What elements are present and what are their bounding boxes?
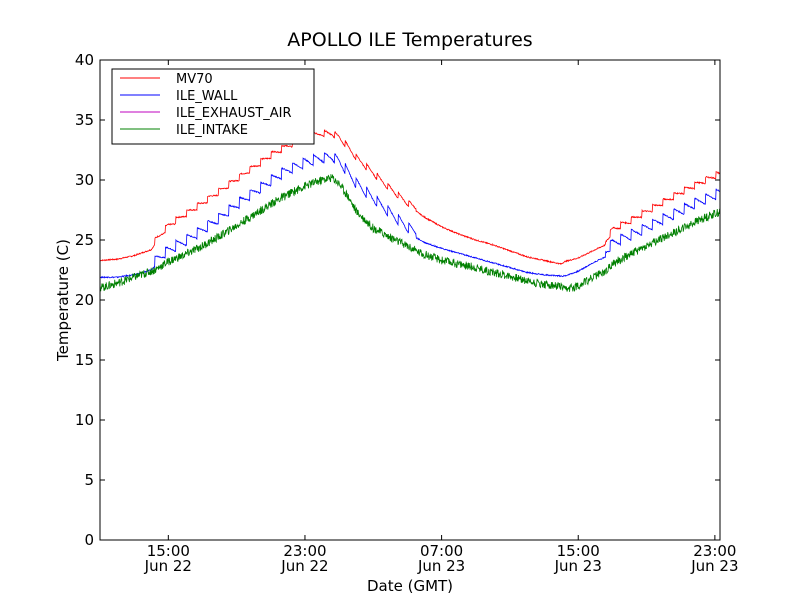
x-tick-label-time: 07:00 [420, 542, 463, 560]
legend: MV70 ILE_WALL ILE_EXHAUST_AIR ILE_INTAKE [111, 68, 315, 145]
x-tick-label-date: Jun 22 [280, 557, 328, 575]
chart-title: APOLLO ILE Temperatures [287, 29, 532, 51]
x-tick-label-time: 23:00 [283, 542, 326, 560]
y-tick-label: 0 [84, 531, 94, 549]
series-line-ile-intake [99, 174, 721, 292]
y-tick-label: 30 [75, 171, 94, 189]
y-tick-label: 25 [75, 231, 94, 249]
y-tick-label: 5 [84, 471, 94, 489]
x-tick-label-date: Jun 23 [417, 557, 465, 575]
x-tick-label-time: 23:00 [693, 542, 736, 560]
y-tick-label: 10 [75, 411, 94, 429]
y-tick-label: 35 [75, 111, 94, 129]
legend-label: ILE_EXHAUST_AIR [176, 106, 292, 121]
x-tick-label-date: Jun 22 [144, 557, 192, 575]
y-axis-label: Temperature (C) [54, 239, 72, 362]
y-tick-label: 15 [75, 351, 94, 369]
x-tick-label-date: Jun 23 [554, 557, 602, 575]
series-line-ile-wall [99, 152, 721, 279]
x-tick-label-date: Jun 23 [690, 557, 738, 575]
x-tick-label-time: 15:00 [557, 542, 600, 560]
x-tick-label-time: 15:00 [147, 542, 190, 560]
y-tick-label: 20 [75, 291, 94, 309]
legend-box [111, 68, 315, 145]
series-layer [99, 129, 721, 292]
x-axis-label: Date (GMT) [367, 577, 453, 595]
legend-label: MV70 [176, 72, 213, 87]
y-tick-label: 40 [75, 51, 94, 69]
series-line-mv70 [99, 129, 721, 265]
legend-label: ILE_WALL [176, 89, 238, 104]
legend-label: ILE_INTAKE [176, 123, 248, 138]
